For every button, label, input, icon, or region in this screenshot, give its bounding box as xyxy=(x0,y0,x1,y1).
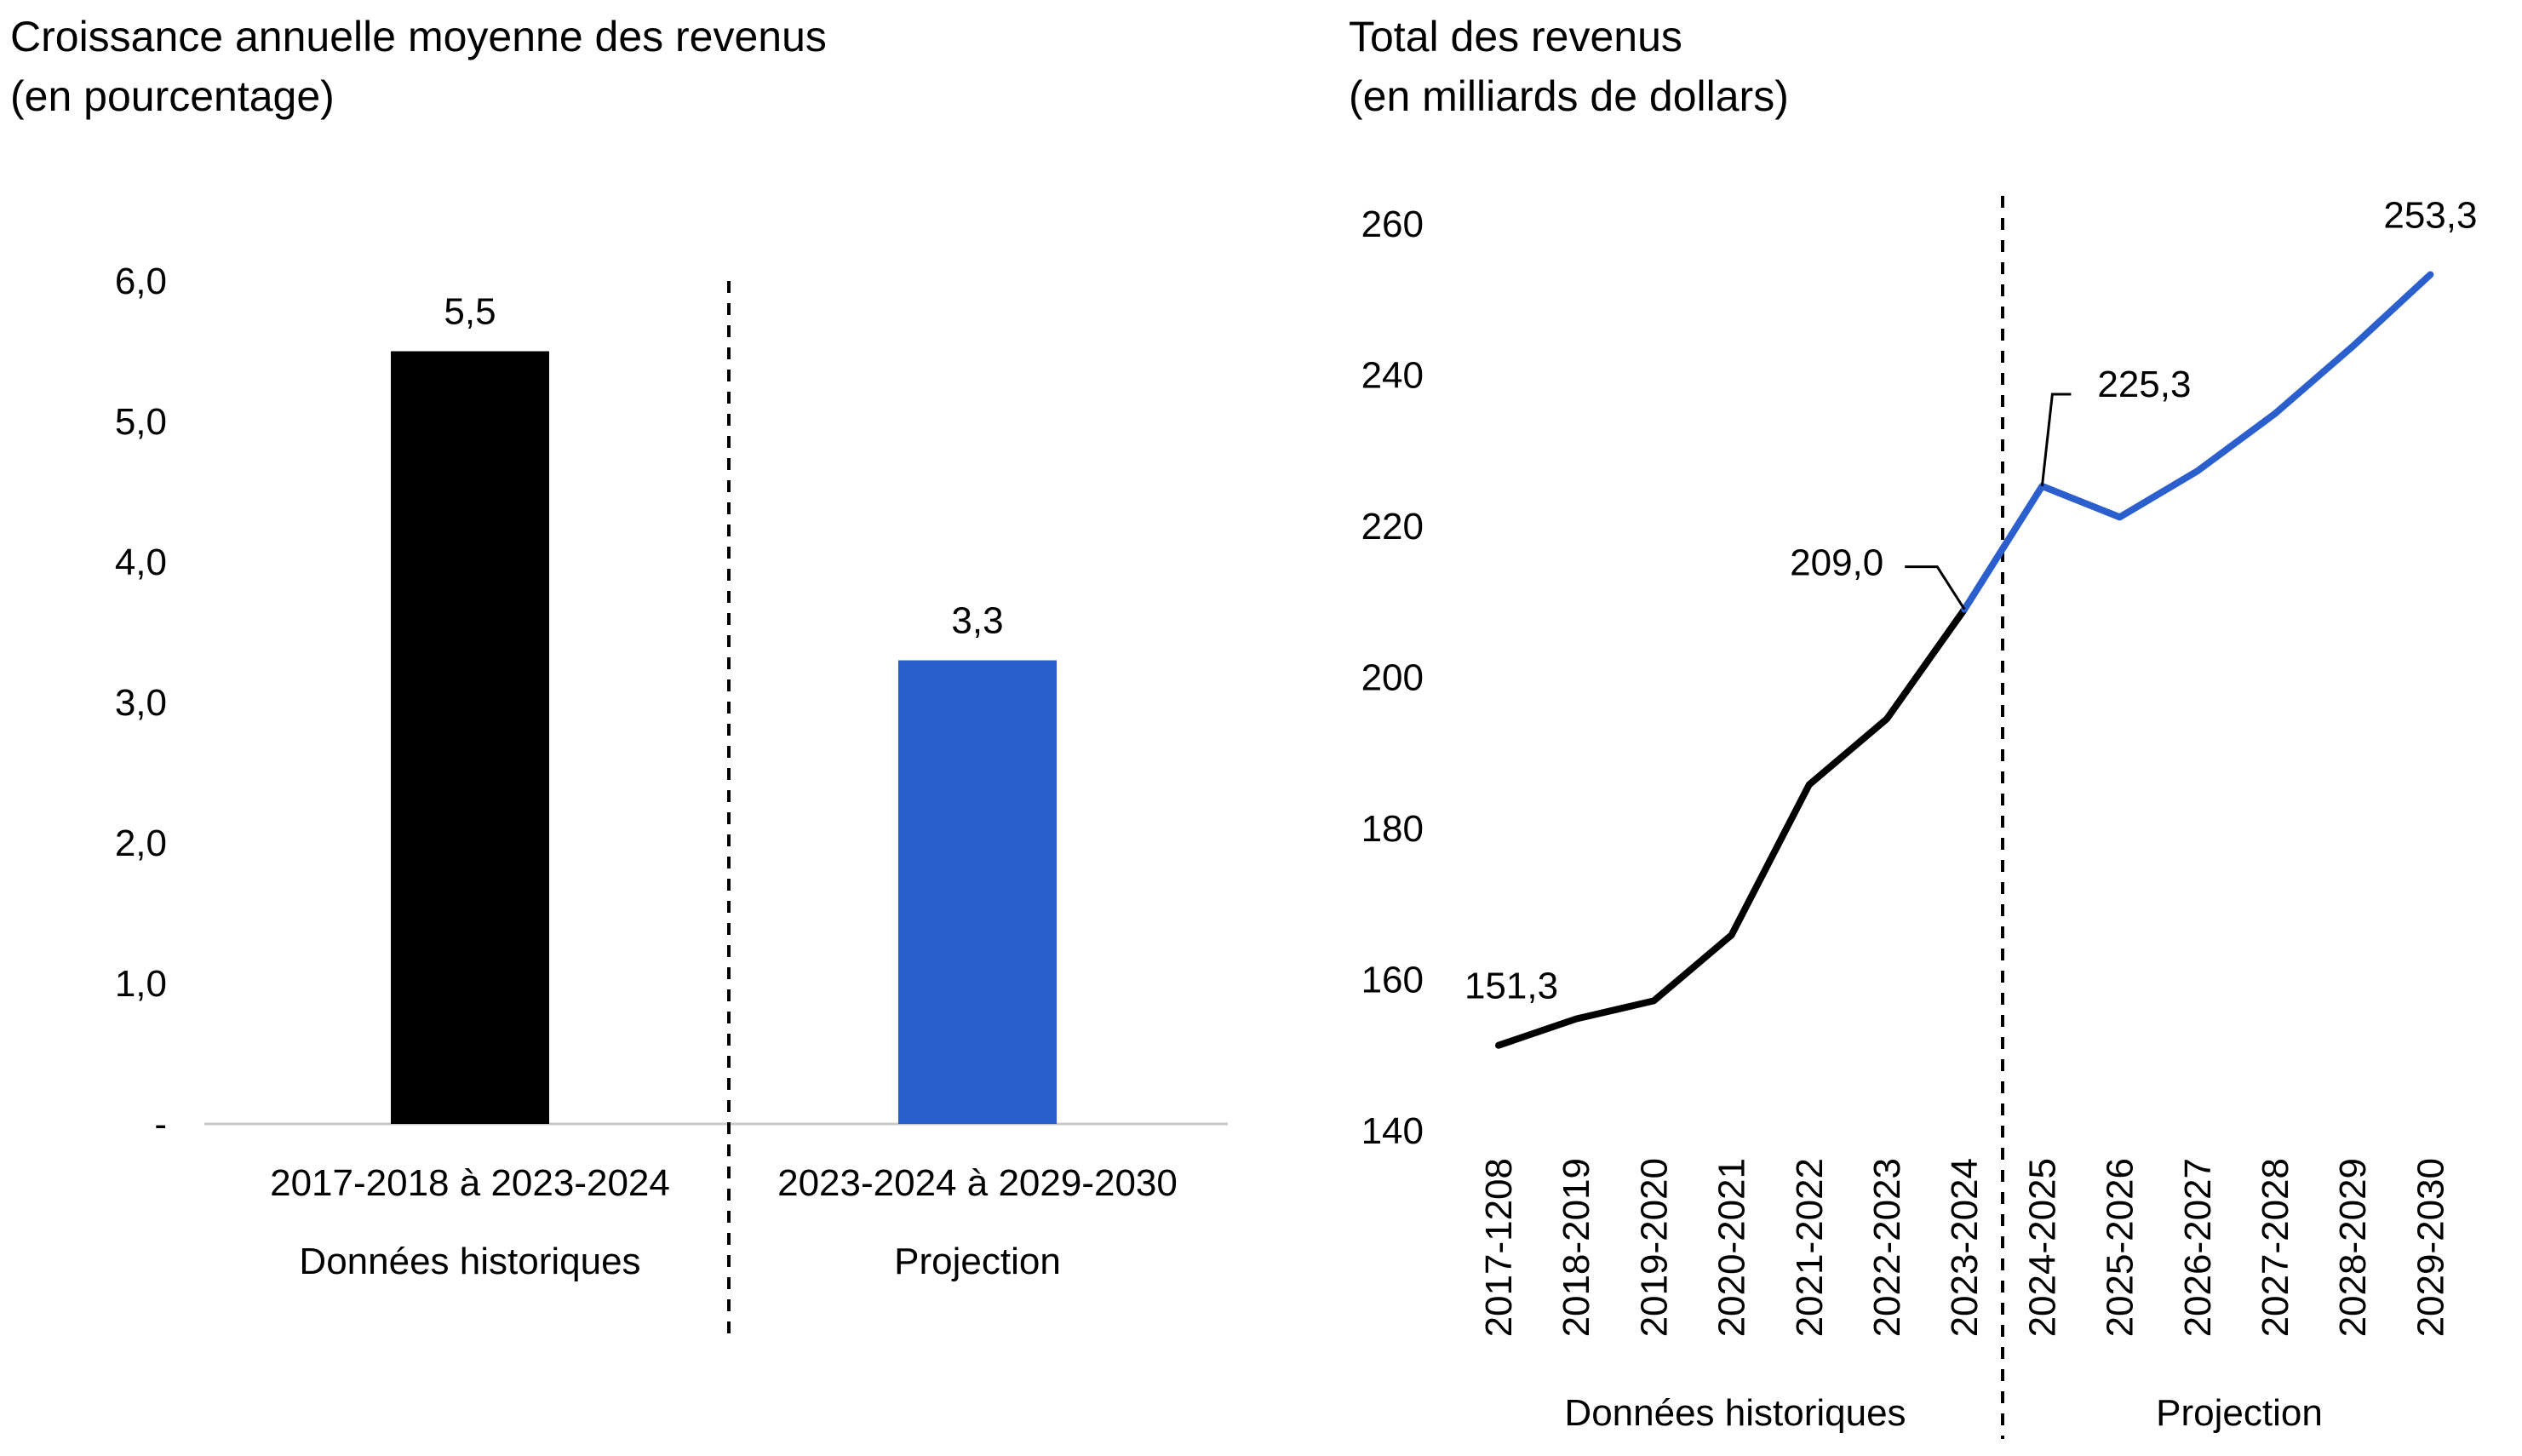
right-x-tick-label: 2027-2028 xyxy=(2255,1158,2296,1337)
left-group-label-projection: Projection xyxy=(894,1241,1061,1282)
right-y-tick-label: 160 xyxy=(1361,960,1424,1001)
left-x-label-0: 2017-2018 à 2023-2024 xyxy=(270,1162,670,1204)
bar-historical xyxy=(391,351,549,1124)
left-group-label-historical: Données historiques xyxy=(299,1241,640,1282)
right-x-tick-label: 2017-1208 xyxy=(1478,1158,1520,1337)
right-y-tick-label: 260 xyxy=(1361,203,1424,245)
right-y-tick-label: 220 xyxy=(1361,506,1424,547)
right-y-tick-label: 140 xyxy=(1361,1110,1424,1152)
right-y-tick-label: 200 xyxy=(1361,657,1424,699)
right-x-tick-label: 2022-2023 xyxy=(1866,1158,1908,1337)
right-y-axis: 140 160 180 200 220 240 260 xyxy=(1361,203,1424,1152)
right-x-tick-label: 2020-2021 xyxy=(1711,1158,1753,1337)
right-chart-subtitle: (en milliards de dollars) xyxy=(1349,72,1789,120)
left-chart: Croissance annuelle moyenne des revenus … xyxy=(10,13,1228,1333)
right-group-label-historical: Données historiques xyxy=(1564,1392,1906,1434)
left-chart-title: Croissance annuelle moyenne des revenus xyxy=(10,13,827,60)
line-historical xyxy=(1495,605,1969,1049)
annotation-label: 209,0 xyxy=(1790,542,1883,584)
annotation-leader-line xyxy=(2040,393,2072,487)
annotation-label: 225,3 xyxy=(2097,364,2191,405)
left-y-tick-label: 3,0 xyxy=(115,682,167,724)
right-x-tick-label: 2026-2027 xyxy=(2177,1158,2219,1337)
left-chart-subtitle: (en pourcentage) xyxy=(10,72,335,120)
left-y-axis: - 1,0 2,0 3,0 4,0 5,0 6,0 xyxy=(115,261,167,1145)
right-annotations: 151,3 209,0 225,3 253,3 xyxy=(1464,194,2478,1006)
right-x-tick-label: 2028-2029 xyxy=(2332,1158,2374,1337)
left-y-tick-label: 4,0 xyxy=(115,542,167,583)
left-y-tick-label: 5,0 xyxy=(115,401,167,443)
right-x-tick-label: 2019-2020 xyxy=(1633,1158,1675,1337)
right-x-tick-label: 2023-2024 xyxy=(1944,1158,1986,1337)
left-y-tick-label: - xyxy=(154,1103,167,1145)
right-x-tick-label: 2029-2030 xyxy=(2410,1158,2451,1337)
right-x-tick-label: 2021-2022 xyxy=(1789,1158,1831,1337)
bar-value-label: 3,3 xyxy=(951,600,1003,642)
left-y-tick-label: 6,0 xyxy=(115,261,167,302)
annotation-leader-line xyxy=(1905,565,1966,610)
bar-projection xyxy=(898,660,1057,1124)
annotation-label: 253,3 xyxy=(2383,194,2477,236)
right-chart-title: Total des revenus xyxy=(1349,13,1682,60)
right-chart: Total des revenus (en milliards de dolla… xyxy=(1349,13,2477,1439)
right-group-label-projection: Projection xyxy=(2156,1392,2323,1434)
right-x-tick-label: 2018-2019 xyxy=(1556,1158,1597,1337)
right-y-tick-label: 240 xyxy=(1361,355,1424,397)
right-x-tick-label: 2025-2026 xyxy=(2100,1158,2141,1337)
left-bars: 5,5 3,3 xyxy=(391,291,1057,1124)
left-y-tick-label: 2,0 xyxy=(115,823,167,864)
bar-value-label: 5,5 xyxy=(444,291,496,333)
right-series-lines xyxy=(1495,271,2434,1049)
right-x-tick-label: 2024-2025 xyxy=(2021,1158,2063,1337)
left-x-label-1: 2023-2024 à 2029-2030 xyxy=(777,1162,1178,1204)
right-x-axis: 2017-1208 2018-2019 2019-2020 2020-2021 2021… xyxy=(1478,1158,2451,1337)
line-projection xyxy=(1961,271,2434,613)
annotation-label: 151,3 xyxy=(1464,966,1558,1007)
left-y-tick-label: 1,0 xyxy=(115,963,167,1005)
right-y-tick-label: 180 xyxy=(1361,808,1424,850)
